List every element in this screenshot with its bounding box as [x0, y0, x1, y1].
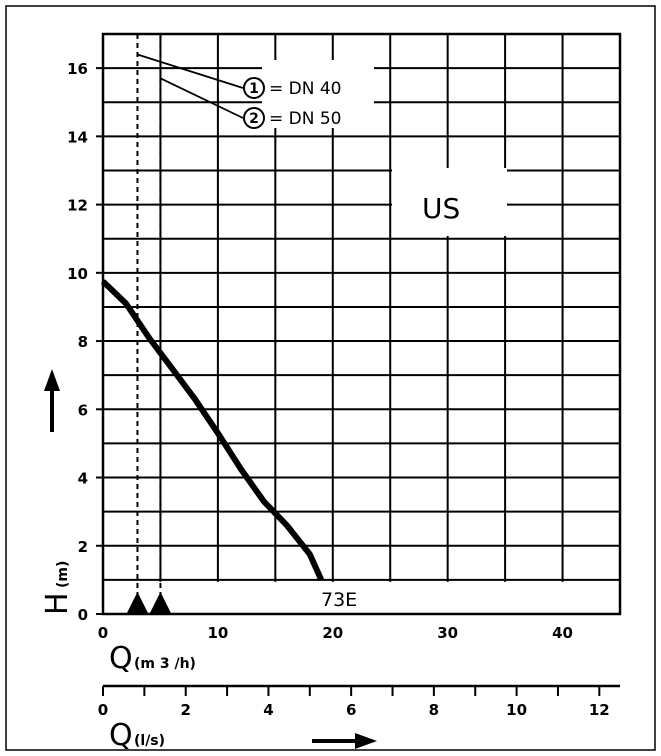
- labels: US 73E H (m) Q (m 3 /h) Q (l/s): [40, 192, 460, 753]
- y-tick-label: 14: [67, 128, 88, 146]
- y-tick-label: 0: [78, 606, 88, 624]
- y-tick-label: 2: [78, 538, 88, 556]
- x-axis-arrow-icon: [312, 733, 377, 749]
- legend-leader-line: [137, 53, 244, 89]
- x-axis-secondary: 0 2 4 6 8 10 12: [98, 684, 620, 719]
- y-tick-label: 6: [78, 401, 88, 419]
- legend-leader-line: [160, 77, 244, 119]
- legend: 1 = DN 40 2 = DN 50: [137, 53, 342, 129]
- y-axis-arrow-icon: [44, 369, 60, 432]
- y-tick-label: 16: [67, 60, 88, 78]
- y-axis-letter: H: [40, 592, 75, 615]
- plot-border: [101, 32, 622, 616]
- plot-frame: [101, 32, 622, 616]
- arrows: [44, 369, 377, 749]
- x-tick-label: 10: [207, 624, 228, 642]
- y-axis-unit: (m): [55, 561, 71, 588]
- dn-marker-triangle: [149, 592, 172, 614]
- legend-number-circle: [243, 77, 265, 99]
- x-tick-label: 30: [437, 624, 458, 642]
- x-axis-secondary-unit: (l/s): [134, 733, 165, 749]
- x2-tick-label: 10: [506, 701, 527, 719]
- x2-tick-label: 8: [429, 701, 439, 719]
- legend-text: = DN 50: [269, 109, 342, 129]
- x-axis-secondary-letter: Q: [109, 718, 133, 753]
- x-axis-primary-letter: Q: [109, 641, 133, 676]
- x-axis-primary-ticks: 0 10 20 30 40: [98, 624, 573, 642]
- x-axis-primary-unit: (m 3 /h): [134, 656, 196, 672]
- curve-layer: [100, 279, 325, 582]
- x-tick-label: 0: [98, 624, 108, 642]
- y-tick-label: 10: [67, 265, 88, 283]
- legend-number: 2: [249, 111, 259, 127]
- grid: [102, 33, 621, 615]
- x-tick-label: 20: [322, 624, 343, 642]
- dn-marker-triangle: [126, 592, 149, 614]
- x2-tick-label: 2: [181, 701, 191, 719]
- legend-box: [262, 60, 374, 128]
- model-label: 73E: [321, 589, 357, 611]
- x-tick-label: 40: [552, 624, 573, 642]
- series-label: US: [422, 192, 460, 225]
- legend-number: 1: [249, 81, 259, 97]
- x2-tick-label: 0: [98, 701, 108, 719]
- x2-tick-label: 12: [589, 701, 610, 719]
- y-tick-label: 8: [78, 333, 88, 351]
- x2-tick-label: 6: [346, 701, 356, 719]
- performance-curve: [100, 279, 325, 582]
- y-axis-ticks: 0 2 4 6 8 10 12 14 16: [67, 60, 103, 624]
- legend-number-circle: [243, 107, 265, 129]
- x2-tick-label: 4: [263, 701, 273, 719]
- outer-frame: [5, 5, 656, 751]
- dn-lines: [126, 34, 172, 614]
- y-tick-label: 4: [78, 470, 88, 488]
- series-label-box: [392, 168, 507, 236]
- y-tick-label: 12: [67, 197, 88, 215]
- bottom-band: [104, 581, 619, 613]
- legend-text: = DN 40: [269, 79, 342, 99]
